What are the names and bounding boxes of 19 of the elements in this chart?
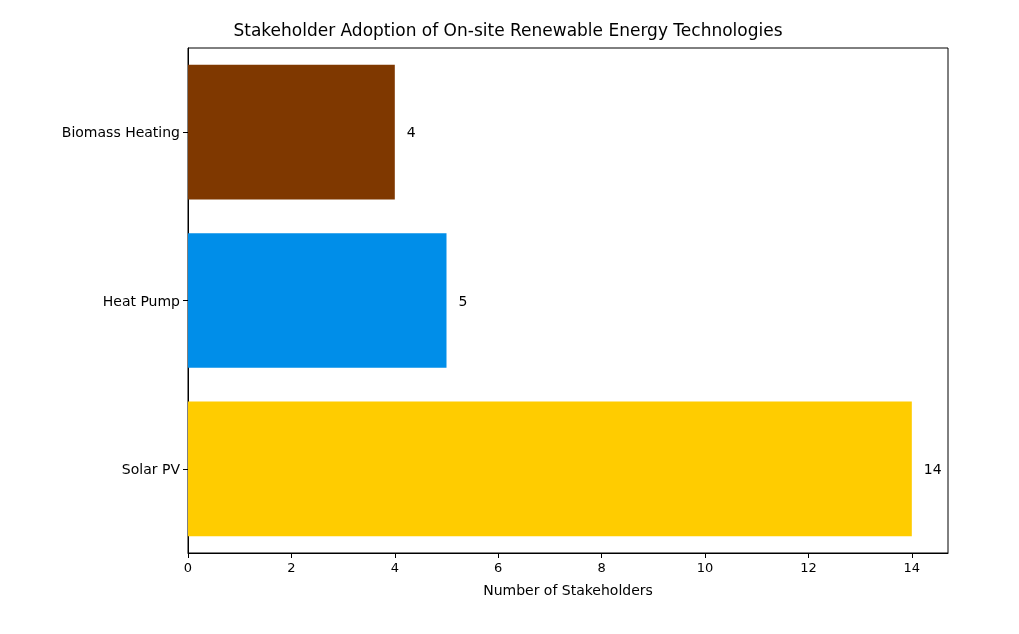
x-tick-label: 6 [494, 560, 503, 575]
data-label: 14 [923, 460, 942, 477]
x-tick-label: 4 [390, 560, 399, 575]
data-label: 5 [458, 292, 468, 309]
chart-title: Stakeholder Adoption of On-site Renewable Energy Technologies [233, 19, 783, 40]
x-axis-title: Number of Stakeholders [483, 582, 653, 598]
y-tick-label: Solar PV [121, 460, 181, 477]
data-label: 4 [406, 124, 416, 141]
y-tick-label: Biomass Heating [61, 124, 180, 141]
x-tick-label: 2 [287, 560, 296, 575]
bar [188, 233, 447, 368]
x-tick-label: 10 [696, 560, 714, 575]
bar [188, 401, 912, 537]
x-tick-label: 14 [903, 560, 921, 575]
bar [188, 64, 395, 200]
x-tick-label: 0 [183, 560, 193, 575]
x-tick-label: 12 [800, 560, 817, 575]
x-tick-label: 8 [597, 560, 606, 575]
y-tick-label: Heat Pump [102, 292, 181, 309]
